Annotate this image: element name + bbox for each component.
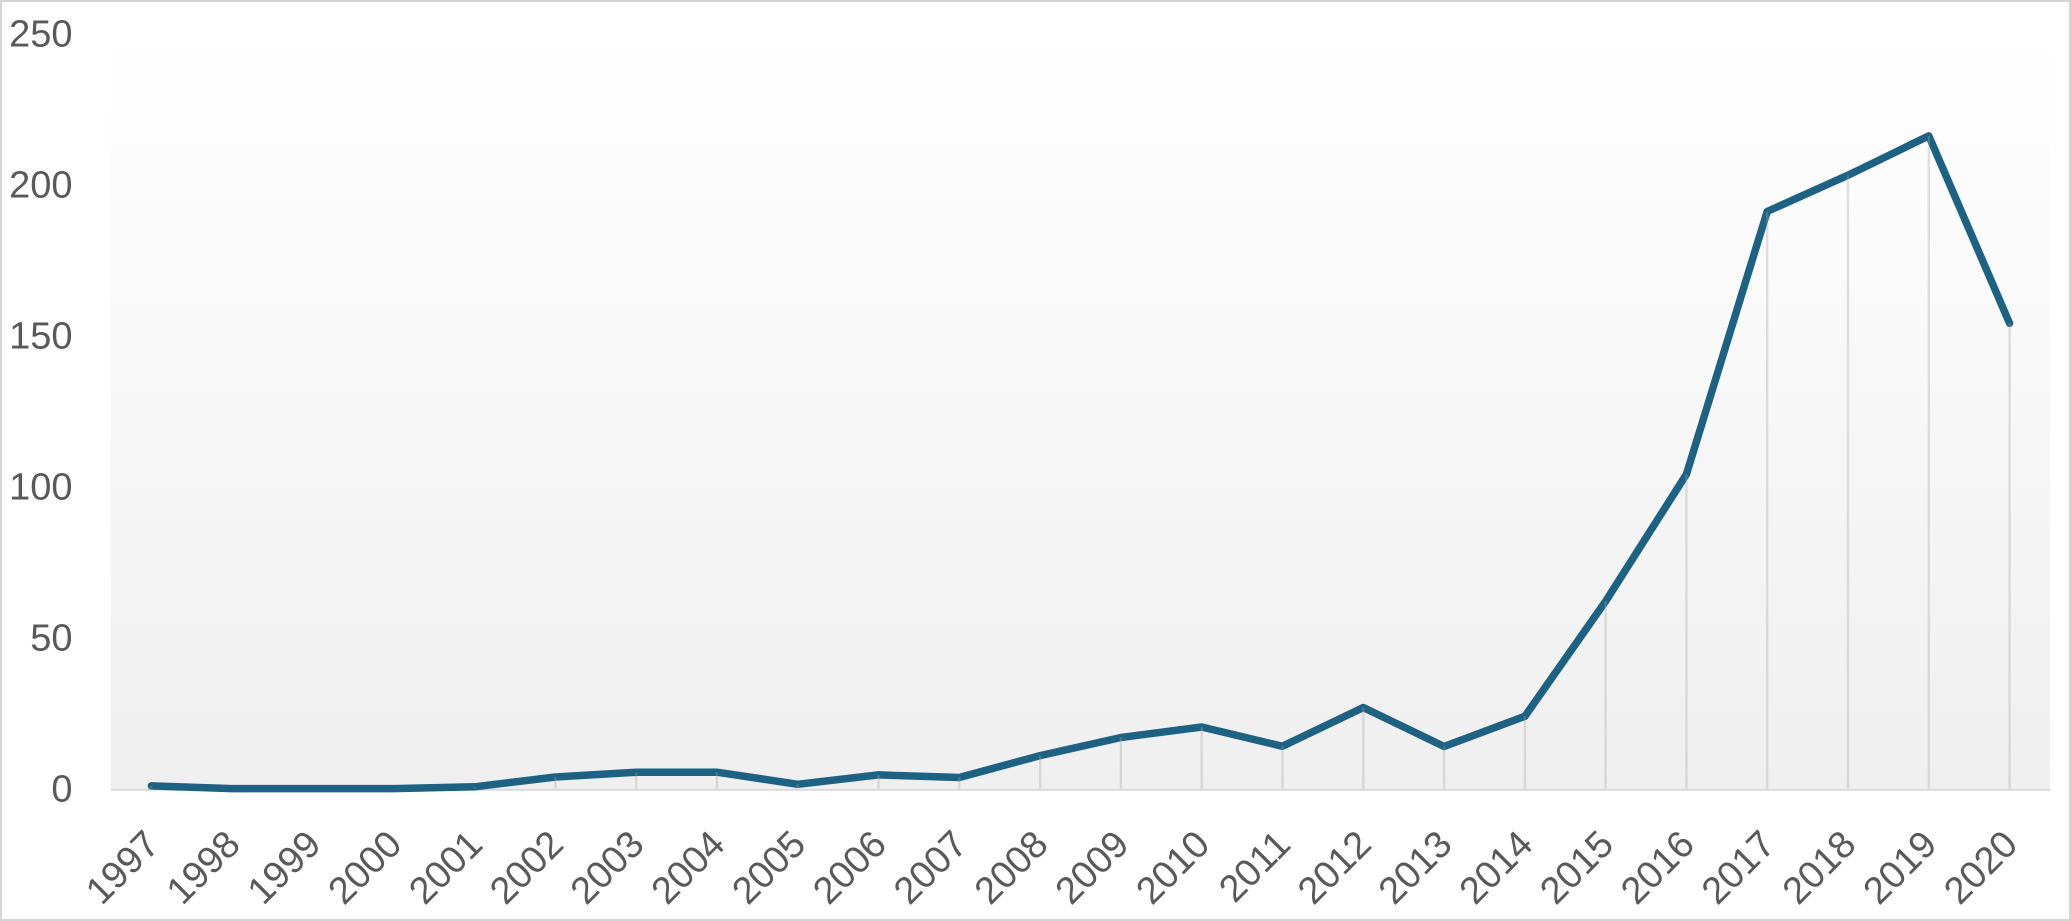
svg-text:2014: 2014 bbox=[1452, 823, 1541, 912]
svg-text:150: 150 bbox=[9, 315, 72, 357]
svg-text:2003: 2003 bbox=[563, 823, 652, 912]
svg-text:2020: 2020 bbox=[1936, 823, 2025, 912]
svg-text:50: 50 bbox=[30, 618, 72, 660]
svg-text:2011: 2011 bbox=[1211, 823, 1298, 910]
svg-text:2016: 2016 bbox=[1613, 823, 1702, 912]
svg-text:2010: 2010 bbox=[1129, 823, 1218, 912]
svg-text:2004: 2004 bbox=[644, 823, 733, 912]
svg-text:1997: 1997 bbox=[78, 823, 167, 912]
svg-text:2008: 2008 bbox=[967, 823, 1056, 912]
svg-text:250: 250 bbox=[9, 13, 72, 55]
svg-text:200: 200 bbox=[9, 164, 72, 206]
svg-text:2018: 2018 bbox=[1775, 823, 1864, 912]
svg-text:1999: 1999 bbox=[240, 823, 329, 912]
svg-text:2002: 2002 bbox=[482, 823, 571, 912]
svg-text:2019: 2019 bbox=[1856, 823, 1945, 912]
svg-text:0: 0 bbox=[51, 769, 72, 811]
svg-text:2007: 2007 bbox=[886, 823, 975, 912]
svg-text:100: 100 bbox=[9, 467, 72, 509]
svg-text:2012: 2012 bbox=[1290, 823, 1379, 912]
svg-text:2006: 2006 bbox=[805, 823, 894, 912]
svg-text:2017: 2017 bbox=[1694, 823, 1783, 912]
svg-text:1998: 1998 bbox=[159, 823, 248, 912]
svg-text:2005: 2005 bbox=[725, 823, 814, 912]
svg-text:2001: 2001 bbox=[401, 823, 490, 912]
svg-text:2009: 2009 bbox=[1048, 823, 1137, 912]
svg-text:2013: 2013 bbox=[1371, 823, 1460, 912]
svg-text:2000: 2000 bbox=[321, 823, 410, 912]
svg-text:2015: 2015 bbox=[1532, 823, 1621, 912]
